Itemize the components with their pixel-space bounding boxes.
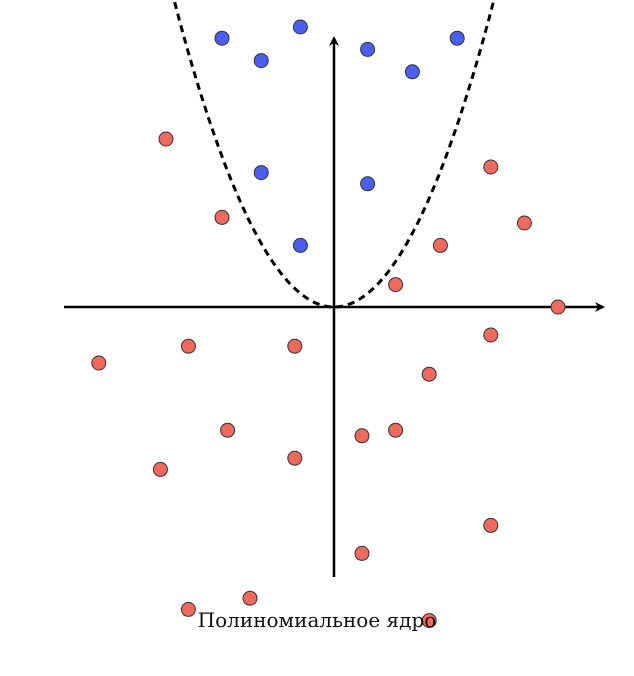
- class-a-point: [214, 30, 230, 46]
- class-b-point: [242, 590, 258, 606]
- class-b-point: [550, 299, 566, 315]
- class-b-point: [354, 545, 370, 561]
- figure-caption: Полиномиальное ядро: [197, 608, 437, 632]
- class-b-point: [287, 338, 303, 354]
- points-layer: [91, 19, 566, 629]
- class-b-point: [388, 277, 404, 293]
- class-b-point: [287, 450, 303, 466]
- class-b-point: [421, 613, 437, 629]
- class-b-point: [214, 209, 230, 225]
- class-b-point: [354, 428, 370, 444]
- class-b-point: [421, 366, 437, 382]
- class-b-point: [180, 601, 196, 617]
- class-b-point: [483, 327, 499, 343]
- class-a-point: [292, 237, 308, 253]
- class-b-point: [388, 422, 404, 438]
- class-a-point: [292, 19, 308, 35]
- class-b-point: [220, 422, 236, 438]
- class-a-point: [404, 64, 420, 80]
- class-a-point: [253, 53, 269, 69]
- class-b-point: [483, 159, 499, 175]
- class-b-point: [432, 237, 448, 253]
- class-a-point: [360, 41, 376, 57]
- class-b-point: [483, 517, 499, 533]
- class-b-point: [152, 461, 168, 477]
- class-a-point: [449, 30, 465, 46]
- class-b-point: [516, 215, 532, 231]
- class-a-point: [253, 165, 269, 181]
- decision-boundary-curve: [172, 0, 496, 309]
- class-b-point: [158, 131, 174, 147]
- class-b-point: [91, 355, 107, 371]
- class-b-point: [180, 338, 196, 354]
- class-a-point: [360, 176, 376, 192]
